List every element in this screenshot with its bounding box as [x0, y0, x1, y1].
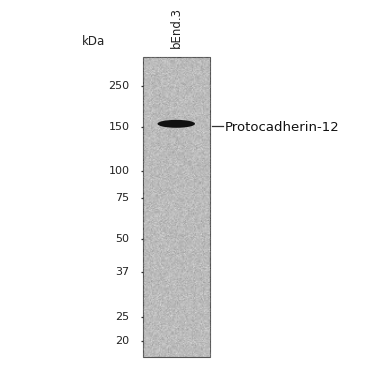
Text: kDa: kDa — [82, 35, 105, 48]
Text: 250: 250 — [108, 81, 129, 91]
FancyBboxPatch shape — [142, 57, 210, 357]
Text: 100: 100 — [108, 166, 129, 176]
Text: 25: 25 — [115, 312, 129, 322]
Ellipse shape — [158, 120, 195, 128]
Text: 150: 150 — [108, 122, 129, 132]
Text: 37: 37 — [115, 267, 129, 277]
Text: 50: 50 — [116, 234, 129, 244]
Text: 75: 75 — [115, 193, 129, 203]
Text: Protocadherin-12: Protocadherin-12 — [225, 121, 340, 134]
Text: 20: 20 — [115, 336, 129, 346]
Text: bEnd.3: bEnd.3 — [170, 7, 183, 48]
